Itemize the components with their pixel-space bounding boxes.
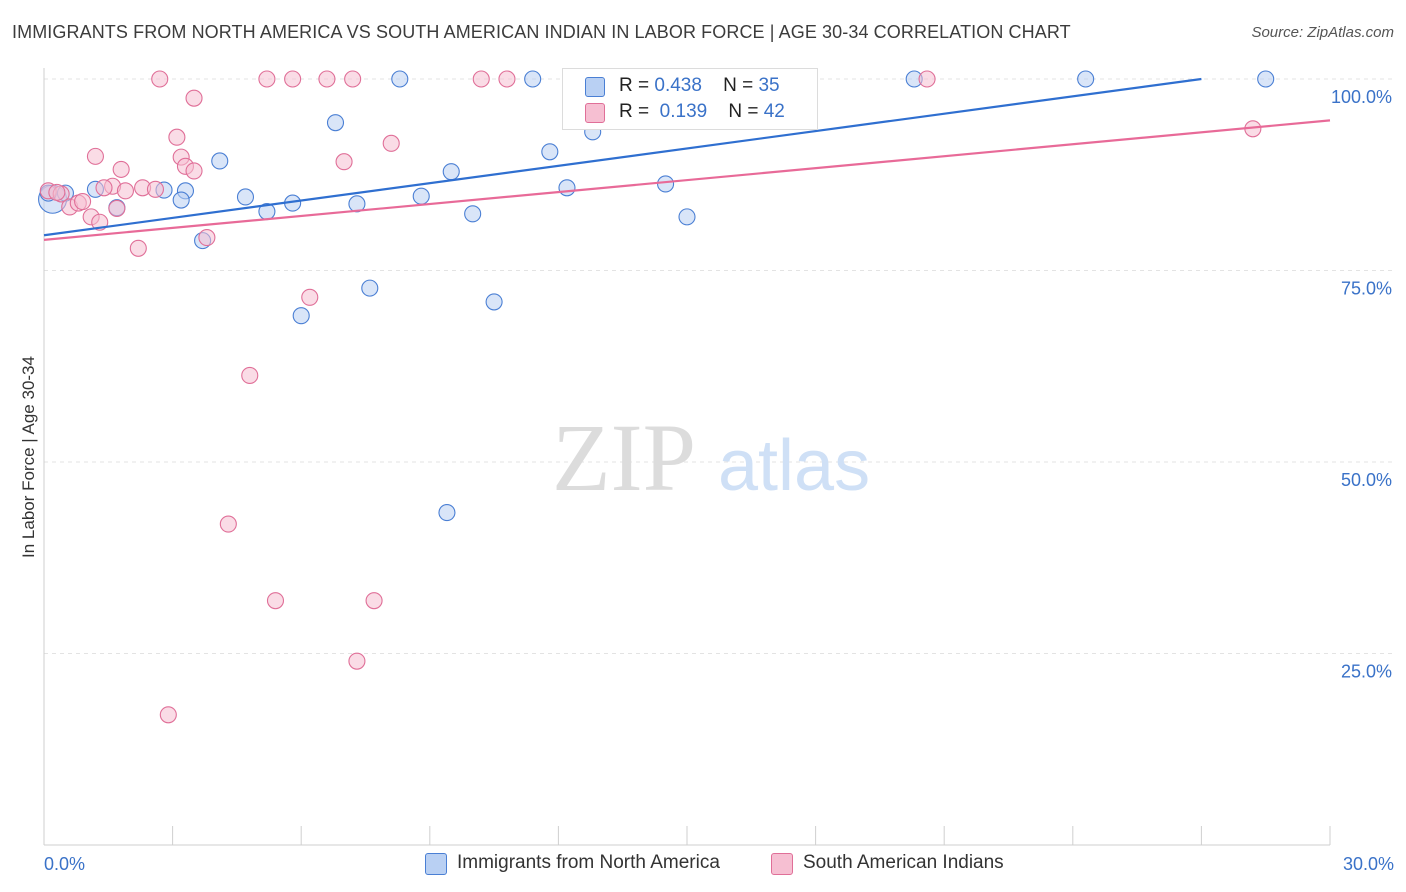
data-point-blue	[236, 188, 255, 206]
data-point-blue	[442, 163, 460, 181]
data-point-pink	[266, 592, 285, 610]
data-point-pink	[129, 239, 147, 257]
data-point-pink	[185, 89, 203, 107]
data-point-pink	[198, 229, 216, 247]
bottom-legend-swatch-blue	[425, 853, 447, 875]
legend-swatch-pink	[585, 103, 605, 123]
data-point-blue	[657, 175, 675, 193]
data-point-pink	[112, 160, 130, 178]
data-point-blue	[1077, 70, 1095, 88]
data-point-pink	[241, 366, 259, 384]
legend-r-value: 0.438	[654, 75, 702, 96]
data-point-pink	[168, 128, 186, 146]
data-point-pink	[344, 70, 362, 88]
source-credit: Source: ZipAtlas.com	[1251, 24, 1394, 41]
data-point-pink	[146, 180, 165, 198]
y-tick-label: 75.0%	[1341, 279, 1392, 299]
data-point-blue	[524, 70, 542, 88]
data-point-blue	[541, 143, 559, 161]
data-point-blue	[464, 205, 482, 223]
legend-n-label: N =	[728, 101, 759, 122]
y-tick-label: 100.0%	[1331, 87, 1392, 107]
legend-n-value: 42	[763, 101, 785, 122]
watermark-atlas: atlas	[718, 426, 870, 506]
legend-swatch-blue	[585, 77, 605, 97]
data-point-pink	[472, 70, 490, 88]
data-point-blue	[361, 279, 379, 297]
data-point-pink	[86, 147, 104, 165]
data-point-pink	[48, 183, 66, 201]
bottom-legend-label: Immigrants from North America	[457, 852, 720, 873]
data-point-pink	[74, 193, 92, 211]
data-point-blue	[438, 504, 456, 522]
data-point-blue	[292, 307, 310, 325]
y-tick-label: 25.0%	[1341, 662, 1392, 682]
legend-n-value: 35	[758, 75, 780, 96]
data-point-pink	[116, 182, 134, 200]
data-point-pink	[151, 70, 169, 88]
data-point-pink	[382, 134, 400, 152]
data-point-pink	[159, 706, 177, 724]
y-axis-label: In Labor Force | Age 30-34	[19, 356, 38, 558]
trend-line-pink	[43, 119, 1331, 241]
legend-r-label: R =	[619, 101, 650, 122]
data-point-blue	[412, 187, 430, 205]
data-point-pink	[284, 70, 302, 88]
x-tick-label: 0.0%	[44, 854, 85, 874]
legend-r-value: 0.139	[659, 101, 708, 122]
data-point-pink	[365, 592, 383, 610]
watermark-zip: ZIP	[552, 404, 696, 511]
data-point-pink	[185, 162, 203, 180]
data-point-blue	[1257, 70, 1275, 88]
legend-r-label: R =	[619, 75, 650, 96]
bottom-legend-label: South American Indians	[803, 852, 1004, 873]
trend-line-blue	[43, 77, 1202, 237]
bottom-legend-swatch-pink	[771, 853, 793, 875]
x-tick-label: 30.0%	[1343, 854, 1394, 874]
data-point-pink	[301, 288, 319, 306]
legend-n-label: N =	[723, 75, 754, 96]
data-point-blue	[326, 114, 345, 132]
data-point-pink	[918, 70, 936, 88]
data-point-pink	[258, 70, 276, 88]
data-point-pink	[335, 153, 353, 171]
y-tick-label: 50.0%	[1341, 470, 1392, 490]
data-point-pink	[498, 70, 516, 88]
stats-legend: R = 0.438 N = 35 R = 0.139 N = 42	[562, 68, 818, 130]
data-point-pink	[108, 199, 126, 218]
data-point-blue	[678, 208, 696, 226]
data-point-pink	[318, 70, 336, 88]
data-point-pink	[219, 515, 237, 533]
data-point-blue	[558, 179, 576, 197]
data-point-blue	[172, 191, 190, 209]
chart-title: IMMIGRANTS FROM NORTH AMERICA VS SOUTH A…	[12, 22, 1071, 42]
data-point-blue	[211, 152, 229, 170]
data-point-pink	[95, 179, 113, 197]
data-point-blue	[391, 70, 409, 88]
data-point-pink	[348, 652, 366, 670]
data-point-blue	[485, 293, 503, 311]
